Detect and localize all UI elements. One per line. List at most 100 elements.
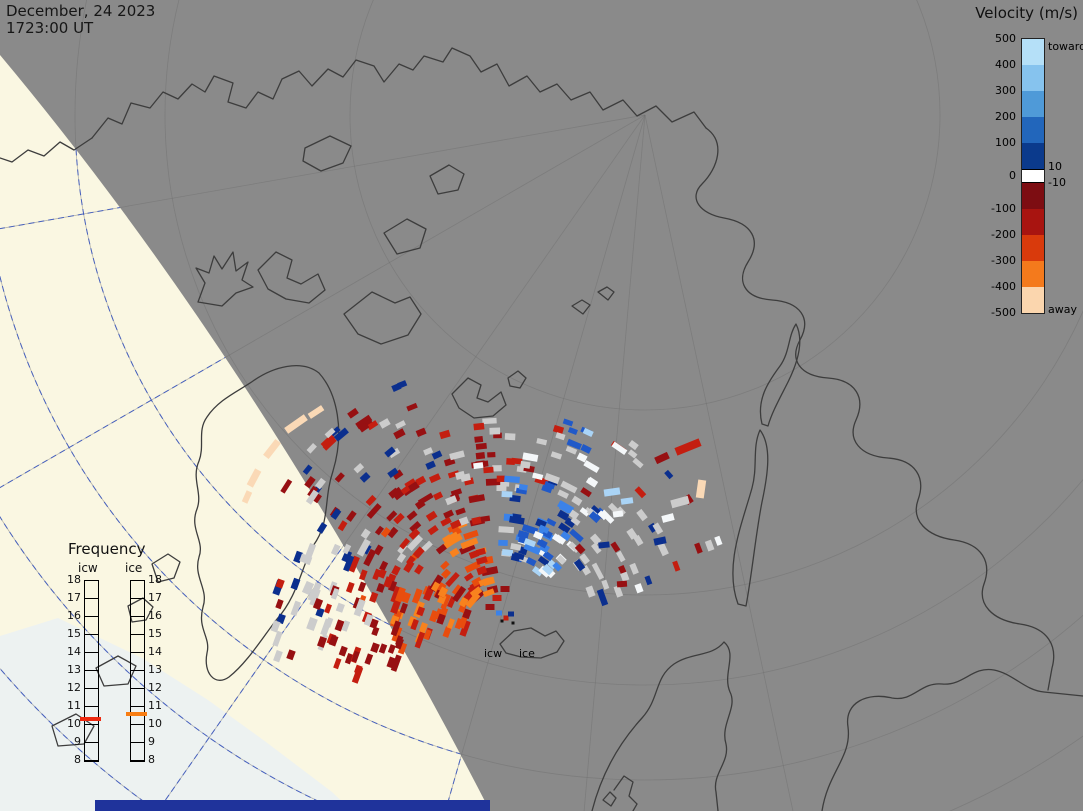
frequency-tick-label: 14: [148, 645, 162, 658]
coastline: [597, 286, 615, 301]
radar-cell: [585, 477, 598, 488]
radar-cell: [620, 571, 630, 582]
radar-cell: [597, 510, 608, 521]
radar-cell: [459, 543, 476, 555]
radar-cell: [328, 634, 339, 647]
radar-cell: [356, 538, 371, 557]
radar-cell: [480, 515, 491, 523]
radar-cell: [425, 510, 438, 522]
velocity-color-segment: [1022, 91, 1044, 117]
velocity-zero-band-pos-label: 10: [1048, 160, 1062, 173]
radar-cell: [544, 472, 560, 485]
radar-cell: [568, 509, 580, 520]
radar-cell: [440, 593, 451, 610]
radar-cell: [463, 572, 474, 582]
radar-cell: [560, 530, 571, 541]
coastline: [429, 164, 465, 195]
radar-cell: [370, 642, 380, 653]
radar-cell: [423, 629, 432, 641]
radar-cell: [538, 565, 551, 578]
coastline: [507, 370, 527, 389]
radar-site-label-ice: ice: [519, 647, 535, 660]
radar-cell: [714, 535, 723, 546]
radar-cell: [452, 585, 467, 603]
radar-cell: [468, 494, 486, 504]
radar-cell: [636, 508, 648, 522]
radar-cell: [369, 591, 379, 603]
radar-cell: [562, 418, 574, 427]
radar-cell: [363, 548, 377, 567]
radar-cell: [293, 550, 304, 564]
radar-cell: [629, 562, 639, 575]
radar-cell: [644, 575, 653, 586]
radar-cell: [616, 580, 628, 588]
frequency-marker-icw: [80, 716, 101, 721]
frequency-tick-label: 11: [67, 699, 81, 712]
radar-cell: [394, 586, 406, 603]
radar-cell: [391, 626, 403, 643]
date-label: December, 24 2023: [6, 2, 156, 20]
radar-cell: [598, 541, 610, 549]
radar-cell: [395, 420, 406, 429]
radar-cell: [552, 561, 563, 572]
radar-cell: [353, 462, 365, 474]
radar-cell: [446, 618, 455, 630]
radar-cell: [589, 533, 602, 546]
velocity-tick-label: -100: [991, 202, 1016, 215]
radar-cell: [378, 568, 387, 579]
coastline: [602, 791, 617, 807]
radar-cell: [275, 598, 284, 610]
frequency-tick-label: 18: [148, 573, 162, 586]
frequency-tick-label: 17: [67, 591, 81, 604]
radar-cell: [439, 429, 451, 440]
radar-cell: [334, 619, 345, 632]
radar-cell: [387, 467, 399, 479]
radar-cell: [652, 522, 664, 535]
radar-cell: [498, 526, 515, 534]
radar-cell: [357, 581, 367, 593]
radar-cell: [483, 466, 494, 474]
radar-cell: [482, 588, 495, 598]
velocity-color-segment: [1022, 183, 1044, 209]
velocity-tick-label: 0: [1009, 169, 1016, 182]
radar-cell: [476, 565, 488, 576]
latitude-circle: [164, 0, 1083, 596]
radar-cell: [478, 577, 490, 587]
radar-cell: [521, 523, 539, 535]
radar-cell: [440, 568, 452, 579]
radar-cell: [443, 509, 454, 519]
radar-cell: [573, 558, 586, 572]
radar-cell: [449, 519, 462, 530]
radar-cell: [347, 407, 359, 419]
radar-cell: [596, 588, 609, 607]
radar-cell: [501, 490, 513, 498]
radar-cell: [576, 452, 588, 463]
radar-cell: [628, 439, 639, 451]
radar-cell: [334, 472, 345, 483]
radar-cell: [504, 433, 516, 441]
radar-cell: [569, 528, 584, 543]
radar-cell: [423, 447, 434, 456]
radar-cell: [458, 516, 469, 526]
radar-cell: [437, 586, 449, 598]
radar-cell: [661, 513, 675, 523]
radar-cell: [317, 636, 327, 648]
radar-cell: [414, 564, 424, 575]
radar-cell: [492, 595, 502, 601]
radar-cell: [348, 555, 360, 573]
frequency-tick-label: 13: [67, 663, 81, 676]
latitude-circle: [74, 0, 1083, 686]
radar-cell: [445, 571, 460, 588]
radar-cell: [379, 560, 389, 572]
coastline: [571, 299, 591, 315]
radar-cell: [414, 631, 426, 649]
radar-cell: [290, 577, 301, 591]
radar-cell: [387, 644, 396, 654]
radar-cell: [306, 442, 317, 454]
coastline: [343, 291, 422, 345]
radar-cell: [322, 436, 337, 451]
radar-cell: [579, 507, 590, 517]
frequency-tick-label: 14: [67, 645, 81, 658]
meridian-line: [258, 114, 490, 811]
coastline: [732, 429, 769, 607]
